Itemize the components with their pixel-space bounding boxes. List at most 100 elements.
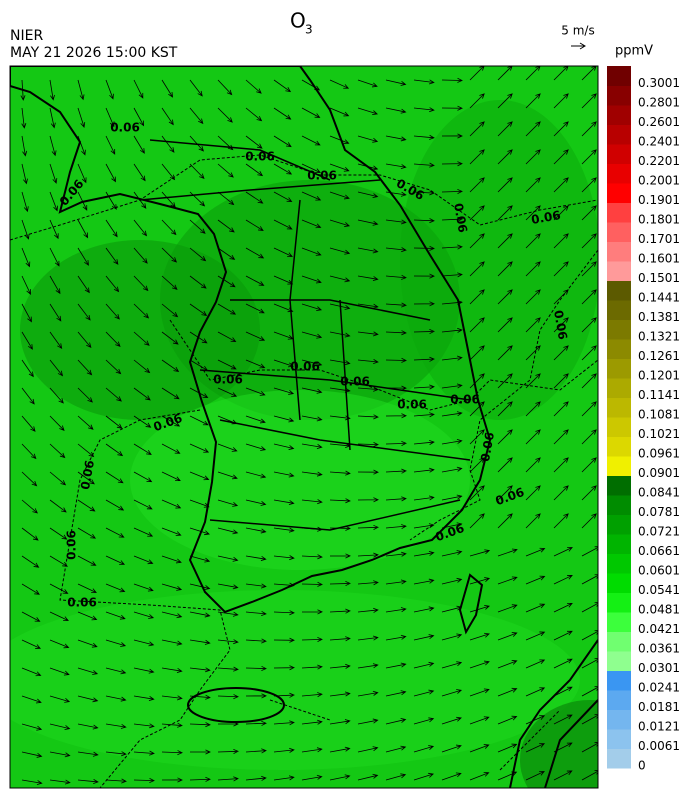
wind-arrow bbox=[49, 751, 71, 758]
wind-arrow bbox=[105, 331, 121, 347]
colorbar-label: 0.0241 bbox=[638, 681, 680, 695]
wind-arrow bbox=[245, 303, 265, 314]
colorbar-label: 0.1901 bbox=[638, 193, 680, 207]
wind-arrow bbox=[357, 442, 379, 447]
wind-arrow bbox=[245, 471, 267, 479]
wind-arrow bbox=[273, 499, 295, 506]
wind-arrow bbox=[105, 583, 126, 593]
wind-arrow bbox=[105, 219, 118, 238]
wind-arrow bbox=[413, 606, 435, 613]
wind-arrow bbox=[553, 575, 573, 585]
wind-arrow bbox=[49, 359, 64, 377]
colorbar-label: 0.0541 bbox=[638, 583, 680, 597]
wind-arrow bbox=[49, 415, 65, 431]
wind-arrow bbox=[161, 79, 174, 98]
wind-arrow bbox=[329, 553, 351, 559]
wind-arrow bbox=[525, 177, 541, 193]
wind-arrow bbox=[189, 107, 204, 125]
wind-arrow bbox=[497, 743, 518, 753]
wind-arrow bbox=[497, 261, 513, 277]
wind-arrow bbox=[301, 219, 322, 229]
wind-arrow bbox=[553, 485, 569, 501]
wind-arrow bbox=[77, 723, 99, 730]
wind-arrow bbox=[161, 695, 183, 701]
wind-arrow bbox=[385, 135, 407, 142]
wind-arrow bbox=[441, 577, 463, 585]
wind-arrow bbox=[133, 303, 150, 319]
colorbar-label: 0.2801 bbox=[638, 96, 680, 110]
wind-arrow bbox=[77, 667, 99, 675]
wind-arrow bbox=[105, 275, 120, 293]
wind-arrow bbox=[49, 667, 70, 676]
colorbar-label: 0.1021 bbox=[638, 427, 680, 441]
wind-arrow bbox=[413, 467, 435, 473]
wind-arrow bbox=[133, 359, 151, 374]
wind-arrow bbox=[161, 667, 183, 673]
wind-arrow bbox=[273, 219, 293, 230]
colorbar-label: 0.0961 bbox=[638, 447, 680, 461]
wind-arrow bbox=[441, 216, 463, 222]
colorbar-label: 0.1701 bbox=[638, 232, 680, 246]
wind-arrow bbox=[525, 743, 546, 753]
wind-arrow bbox=[273, 443, 295, 450]
contour-label: 0.06 bbox=[67, 596, 97, 610]
wind-arrow bbox=[217, 499, 239, 507]
colorbar-swatch bbox=[607, 748, 631, 769]
wind-arrow bbox=[413, 301, 435, 307]
wind-arrow bbox=[385, 717, 407, 725]
wind-arrow bbox=[581, 373, 597, 389]
colorbar-label: 0 bbox=[638, 759, 646, 773]
wind-arrow bbox=[105, 359, 122, 375]
wind-arrow bbox=[525, 93, 541, 109]
wind-arrow bbox=[161, 135, 175, 153]
wind-arrow bbox=[21, 443, 37, 460]
wind-arrow bbox=[553, 233, 569, 249]
wind-arrow bbox=[133, 723, 155, 729]
wind-arrow bbox=[525, 457, 541, 473]
wind-arrow bbox=[497, 121, 513, 137]
wind-arrow bbox=[525, 603, 546, 613]
wind-arrow bbox=[497, 149, 513, 165]
wind-arrow bbox=[357, 552, 379, 558]
contour-label: 0.06 bbox=[478, 431, 497, 463]
wind-arrow bbox=[77, 695, 99, 703]
wind-arrow bbox=[441, 105, 463, 111]
wind-arrow bbox=[20, 79, 26, 101]
wind-arrow bbox=[301, 637, 323, 642]
wind-arrow bbox=[497, 715, 518, 725]
wind-arrow bbox=[133, 331, 150, 346]
wind-arrow bbox=[581, 317, 597, 333]
wind-arrow bbox=[21, 639, 42, 649]
wind-arrow bbox=[133, 527, 154, 537]
wind-arrow bbox=[217, 694, 239, 700]
wind-arrow bbox=[525, 261, 541, 277]
colorbar-swatch bbox=[607, 300, 631, 320]
wind-arrow bbox=[553, 289, 569, 305]
contour-label: 0.06 bbox=[213, 373, 243, 387]
contour-label: 0.06 bbox=[530, 208, 562, 227]
contour bbox=[269, 699, 331, 721]
colorbar-label: 0.0421 bbox=[638, 622, 680, 636]
wind-arrow bbox=[329, 219, 351, 227]
wind-arrow bbox=[413, 356, 435, 362]
wind-arrow bbox=[273, 247, 293, 257]
wind-arrow bbox=[189, 583, 211, 591]
wind-arrow bbox=[49, 583, 69, 594]
wind-arrow bbox=[245, 163, 264, 177]
colorbar-label: 0.0301 bbox=[638, 661, 680, 675]
wind-arrow bbox=[553, 513, 569, 529]
wind-arrow bbox=[525, 547, 546, 557]
wind-arrow bbox=[245, 499, 267, 506]
colorbar-label: 0.0061 bbox=[638, 739, 680, 753]
wind-arrow bbox=[105, 79, 114, 100]
contour-label: 0.06 bbox=[397, 398, 427, 412]
wind-arrow bbox=[497, 604, 518, 613]
wind-arrow bbox=[245, 415, 266, 424]
wind-arrow bbox=[189, 135, 204, 152]
wind-arrow bbox=[357, 107, 378, 116]
wind-arrow bbox=[77, 555, 97, 566]
wind-arrow bbox=[497, 205, 513, 221]
wind-arrow bbox=[21, 191, 29, 213]
wind-arrow bbox=[301, 387, 323, 394]
